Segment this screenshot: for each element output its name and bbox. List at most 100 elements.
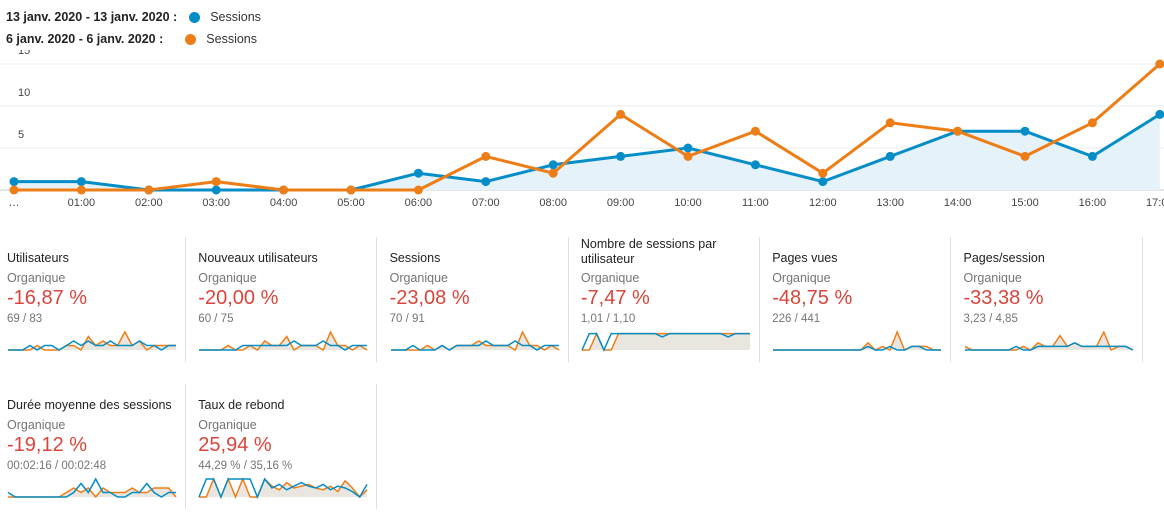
- metric-change: -19,12 %: [7, 434, 88, 456]
- series-area-0: [14, 114, 1160, 190]
- x-tick-label: …: [9, 197, 20, 209]
- x-tick-label: 08:00: [539, 197, 567, 209]
- x-tick-label: 06:00: [405, 197, 433, 209]
- metric-card[interactable]: Taux de rebond Organique 25,94 % 44,29 % / …: [191, 384, 378, 509]
- y-tick-label: 15: [18, 50, 30, 57]
- data-point[interactable]: [885, 151, 895, 161]
- metric-card[interactable]: Pages vues Organique -48,75 % 226 / 441: [765, 237, 952, 362]
- data-point[interactable]: [953, 126, 963, 136]
- data-point[interactable]: [548, 160, 558, 170]
- data-point[interactable]: [346, 185, 356, 195]
- data-point[interactable]: [1087, 118, 1097, 128]
- y-tick-label: 5: [18, 129, 24, 141]
- metric-card[interactable]: Nouveaux utilisateurs Organique -20,00 % 60…: [191, 237, 378, 362]
- metric-sparkline: [581, 331, 750, 352]
- x-tick-label: 14:00: [944, 197, 972, 209]
- data-point[interactable]: [413, 185, 423, 195]
- data-point[interactable]: [750, 160, 760, 170]
- metric-segment: Organique: [580, 271, 640, 285]
- legend-range-previous: 6 janv. 2020 - 6 janv. 2020 :: [6, 32, 164, 46]
- sparkline-current: [7, 477, 176, 498]
- data-point[interactable]: [1087, 151, 1097, 161]
- metric-change: 25,94 %: [198, 434, 272, 456]
- legend-series-previous: Sessions: [206, 32, 258, 46]
- metric-segment: Organique: [7, 271, 66, 285]
- data-point[interactable]: [211, 185, 221, 195]
- data-point[interactable]: [548, 168, 558, 178]
- metric-change: -20,00 %: [198, 287, 279, 309]
- metric-segment: Organique: [198, 271, 257, 285]
- sessions-line-chart[interactable]: 5 10 15 … 01:00 02:00 03:00 04:00 05:00 06:00 07:0…: [0, 50, 1164, 215]
- legend-dot-previous[interactable]: [185, 33, 197, 45]
- metric-sparkline: [773, 330, 942, 352]
- sparkline-current: [773, 345, 942, 351]
- metric-change: -7,47 %: [580, 287, 650, 309]
- data-point[interactable]: [481, 151, 491, 161]
- x-tick-label: 12:00: [809, 197, 837, 209]
- data-point[interactable]: [818, 177, 828, 187]
- data-point[interactable]: [818, 168, 828, 178]
- metric-segment: Organique: [7, 418, 66, 432]
- data-point[interactable]: [616, 151, 626, 161]
- metric-title: Pages vues: [772, 251, 838, 265]
- metric-card[interactable]: Pages/session Organique -33,38 % 3,23 / 4,8…: [957, 237, 1143, 362]
- metric-change: -23,08 %: [389, 287, 470, 309]
- data-point[interactable]: [683, 143, 693, 153]
- sparkline-current: [390, 340, 559, 351]
- data-point[interactable]: [1155, 59, 1164, 69]
- x-tick-label: 04:00: [270, 197, 298, 209]
- metric-segment: Organique: [198, 418, 257, 432]
- metric-title: Nouveaux utilisateurs: [198, 251, 318, 265]
- x-tick-label: 02:00: [135, 197, 163, 209]
- sparkline-previous: [8, 330, 176, 352]
- metric-title: Nombre de sessions par utilisateur: [580, 237, 717, 266]
- data-point[interactable]: [750, 126, 760, 136]
- data-point[interactable]: [683, 151, 693, 161]
- metric-card[interactable]: Sessions Organique -23,08 % 70 / 91: [383, 237, 569, 362]
- x-tick-label: 07:00: [472, 197, 500, 209]
- metric-sparkline: [198, 477, 368, 499]
- sparkline-current: [198, 477, 368, 499]
- data-point[interactable]: [616, 109, 626, 119]
- x-tick-label: 17:00: [1146, 197, 1164, 209]
- data-point[interactable]: [1020, 151, 1030, 161]
- data-point[interactable]: [9, 185, 19, 195]
- data-point[interactable]: [1020, 126, 1030, 136]
- legend-series-current: Sessions: [210, 10, 261, 24]
- metric-sparkline: [390, 330, 559, 352]
- data-point[interactable]: [279, 185, 289, 195]
- metric-segment: Organique: [389, 271, 448, 285]
- data-point[interactable]: [76, 177, 86, 187]
- metric-compare: 00:02:16 / 00:02:48: [7, 460, 107, 472]
- metric-segment: Organique: [963, 271, 1022, 285]
- legend-current: 13 janv. 2020 - 13 janv. 2020 : Sessions: [6, 9, 261, 25]
- data-point[interactable]: [413, 168, 423, 178]
- data-point[interactable]: [211, 177, 221, 187]
- series-line-0: [14, 113, 1161, 192]
- metric-title: Pages/session: [963, 251, 1045, 265]
- data-point[interactable]: [481, 177, 491, 187]
- data-point[interactable]: [144, 185, 154, 195]
- data-point[interactable]: [885, 118, 895, 128]
- legend-dot-current[interactable]: [189, 11, 201, 23]
- metric-compare: 3,23 / 4,85: [963, 313, 1018, 325]
- metric-title: Durée moyenne des sessions: [7, 398, 172, 412]
- sparkline-area: [773, 332, 942, 350]
- metric-sparkline: [964, 330, 1133, 352]
- data-point[interactable]: [76, 185, 86, 195]
- metric-sparkline: [8, 330, 176, 352]
- metric-card[interactable]: Durée moyenne des sessions Organique -19,1…: [0, 384, 186, 509]
- data-point[interactable]: [9, 177, 19, 187]
- x-tick-label: 11:00: [742, 197, 769, 209]
- data-point[interactable]: [1155, 109, 1164, 119]
- metric-card[interactable]: Utilisateurs Organique -16,87 % 69 / 83: [0, 237, 186, 362]
- sparkline-area: [581, 333, 750, 350]
- metric-card[interactable]: Nombre de sessions par utilisateur Organi…: [574, 237, 760, 362]
- metric-change: -48,75 %: [772, 287, 853, 309]
- metric-compare: 44,29 % / 35,16 %: [198, 460, 293, 472]
- metric-segment: Organique: [772, 271, 831, 285]
- metric-compare: 70 / 91: [389, 313, 425, 325]
- x-tick-label: 09:00: [607, 197, 635, 209]
- sparkline-current: [964, 341, 1133, 351]
- x-tick-label: 05:00: [337, 197, 365, 209]
